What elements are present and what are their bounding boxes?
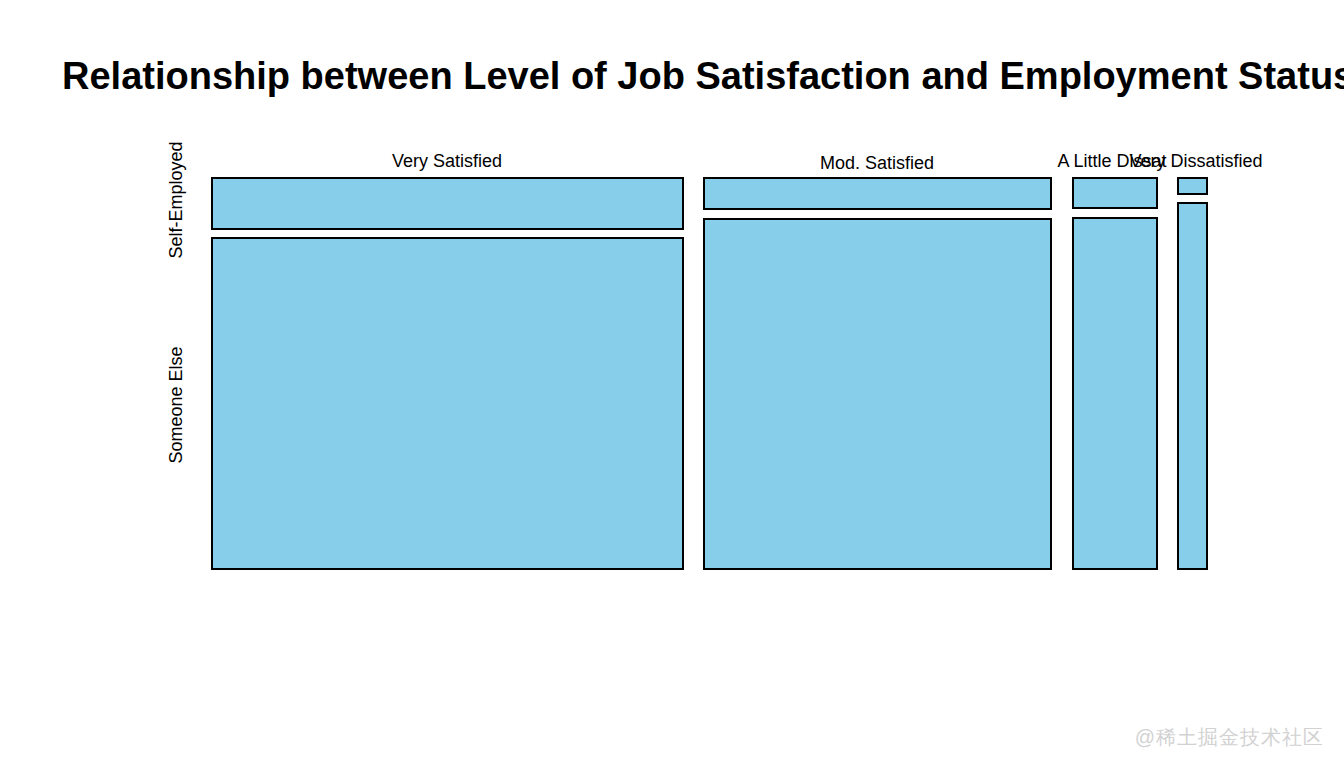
column-label: Very Satisfied [392,151,502,172]
column-label: Very Dissatisfied [1129,151,1262,172]
mosaic-tile [1072,177,1158,209]
mosaic-tile [211,177,684,230]
mosaic-tile [1177,202,1208,570]
chart-title: Relationship between Level of Job Satisf… [62,56,1344,98]
mosaic-tile [703,177,1052,210]
mosaic-tile [211,237,684,570]
row-label: Someone Else [166,346,187,463]
mosaic-tile [1177,177,1208,195]
watermark: @稀土掘金技术社区 [1135,724,1324,751]
mosaic-tile [703,218,1052,570]
mosaic-tile [1072,217,1158,570]
row-label: Self-Employed [166,141,187,258]
mosaic-plot-canvas: Relationship between Level of Job Satisf… [0,0,1344,768]
column-label: Mod. Satisfied [820,153,934,174]
